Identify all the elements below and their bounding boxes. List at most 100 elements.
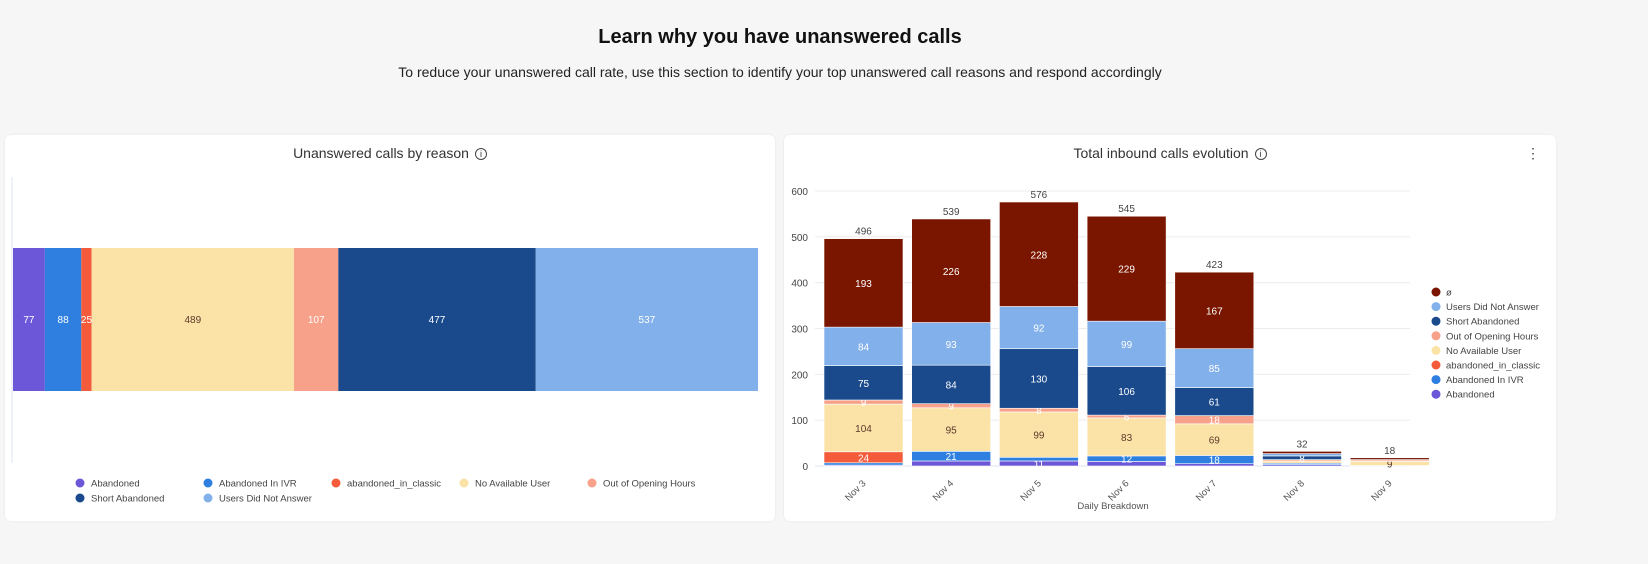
legend-label: No Available User [475,479,550,490]
bar-segment [338,248,536,391]
data-label: 85 [1209,364,1221,375]
x-tick-label: Nov 3 [843,478,868,503]
bar-segment [1086,417,1167,457]
bar-segment [911,218,991,323]
x-tick-label: Nov 6 [1106,478,1131,503]
legend-label: No Available User [1446,346,1521,357]
evolution-chart: 0 100 200 300 400 500 600 24 104 9 75 84 193 496 Nov 3… [791,187,1540,512]
chart-title: Unanswered calls by reason [293,145,469,161]
bar-segment [91,248,295,391]
data-label: 106 [1118,387,1135,398]
inbound-evolution-card: Total inbound calls evolution i ⋮ 0 100 200… [784,135,1556,521]
data-label: 6 [1124,413,1130,424]
data-label: 21 [946,452,958,463]
x-tick-label: Nov 7 [1194,478,1219,503]
info-icon[interactable]: i [474,148,487,160]
x-tick-label: Nov 9 [1369,478,1394,503]
total-label: 18 [1384,446,1396,457]
data-label: 229 [1118,265,1135,276]
bar-segment [1174,348,1255,388]
legend-label: Out of Opening Hours [603,479,696,490]
legend-dot [1431,345,1441,355]
legend-dot [203,478,213,488]
y-tick-label: 300 [791,325,808,336]
bar-segment [911,364,991,404]
bar-segment [1262,453,1342,457]
data-label: 9 [1387,459,1393,470]
data-label: 9 [861,398,867,409]
info-icon[interactable]: i [1254,148,1267,160]
legend-dot [331,478,341,488]
data-label: 25 [81,315,93,326]
data-label: 130 [1031,374,1048,385]
data-label: 12 [1121,455,1133,466]
legend-label: Users Did Not Answer [219,494,312,505]
data-label: 477 [429,315,446,326]
y-tick-label: 600 [791,187,808,198]
legend-label: Abandoned [91,479,140,490]
bar-segment [44,248,82,391]
legend-dot [1431,331,1441,341]
bar-segment [823,326,904,366]
y-tick-label: 400 [791,279,808,290]
legend-dot [1431,389,1441,399]
data-label: 18 [1209,456,1221,467]
total-label: 539 [943,207,960,218]
bar-segment [81,248,92,391]
legend-label: Short Abandoned [1446,317,1519,328]
bar-segment [911,407,991,452]
legend-label: Abandoned [1446,390,1495,401]
legend-dot [459,478,469,488]
y-tick-label: 200 [791,370,808,381]
more-menu-icon[interactable]: ⋮ [1526,145,1540,161]
page-title: Learn why you have unanswered calls [598,26,962,48]
total-label: 496 [855,227,872,238]
data-label: 93 [946,340,958,351]
legend-dot [1431,316,1441,326]
legend-label: Out of Opening Hours [1446,331,1539,342]
legend-label: ø [1446,288,1452,299]
legend-label: Abandoned In IVR [1446,375,1524,386]
bar-segment [1262,451,1342,454]
bar-segment [999,306,1079,349]
data-label: 167 [1206,306,1223,317]
legend-dot [203,493,213,503]
legend-dot [1431,287,1441,297]
data-label: 8 [1299,454,1305,465]
bar-segment [823,365,904,401]
x-tick-label: Nov 8 [1282,478,1307,503]
y-tick-label: 0 [802,462,808,473]
unanswered-by-reason-card: Unanswered calls by reason i 77 88 25 489 107… [5,135,775,521]
data-label: 228 [1031,250,1048,261]
data-label: 75 [858,379,870,390]
legend-dot [1431,302,1441,312]
data-label: 99 [1033,431,1045,442]
data-label: 193 [855,279,872,290]
data-label: 11 [1034,459,1045,470]
data-label: 88 [58,315,70,326]
reason-chart: 77 88 25 489 107 477 537 Abandoned Abandoned In … [11,177,758,505]
legend-label: abandoned_in_classic [347,479,441,490]
legend-dot [75,478,85,488]
x-tick-label: Nov 5 [1019,478,1044,503]
data-label: 83 [1121,433,1133,444]
bar-segment [1086,320,1167,367]
legend-dot [1431,375,1441,385]
data-label: 99 [1121,340,1133,351]
data-label: 77 [23,315,35,326]
data-label: 69 [1209,436,1221,447]
data-label: 18 [1209,416,1221,427]
total-label: 423 [1206,260,1223,271]
chart-title: Total inbound calls evolution [1073,145,1249,161]
bar-segment [1086,215,1167,322]
bar-segment [294,248,339,391]
data-label: 9 [948,402,954,413]
data-label: 92 [1033,324,1045,335]
legend-dot [1431,360,1441,370]
y-tick-label: 500 [791,233,808,244]
x-axis-title: Daily Breakdown [1077,501,1148,512]
x-tick-label: Nov 4 [931,478,956,503]
legend-label: abandoned_in_classic [1446,361,1540,372]
data-label: 84 [858,342,870,353]
data-label: 95 [946,426,958,437]
